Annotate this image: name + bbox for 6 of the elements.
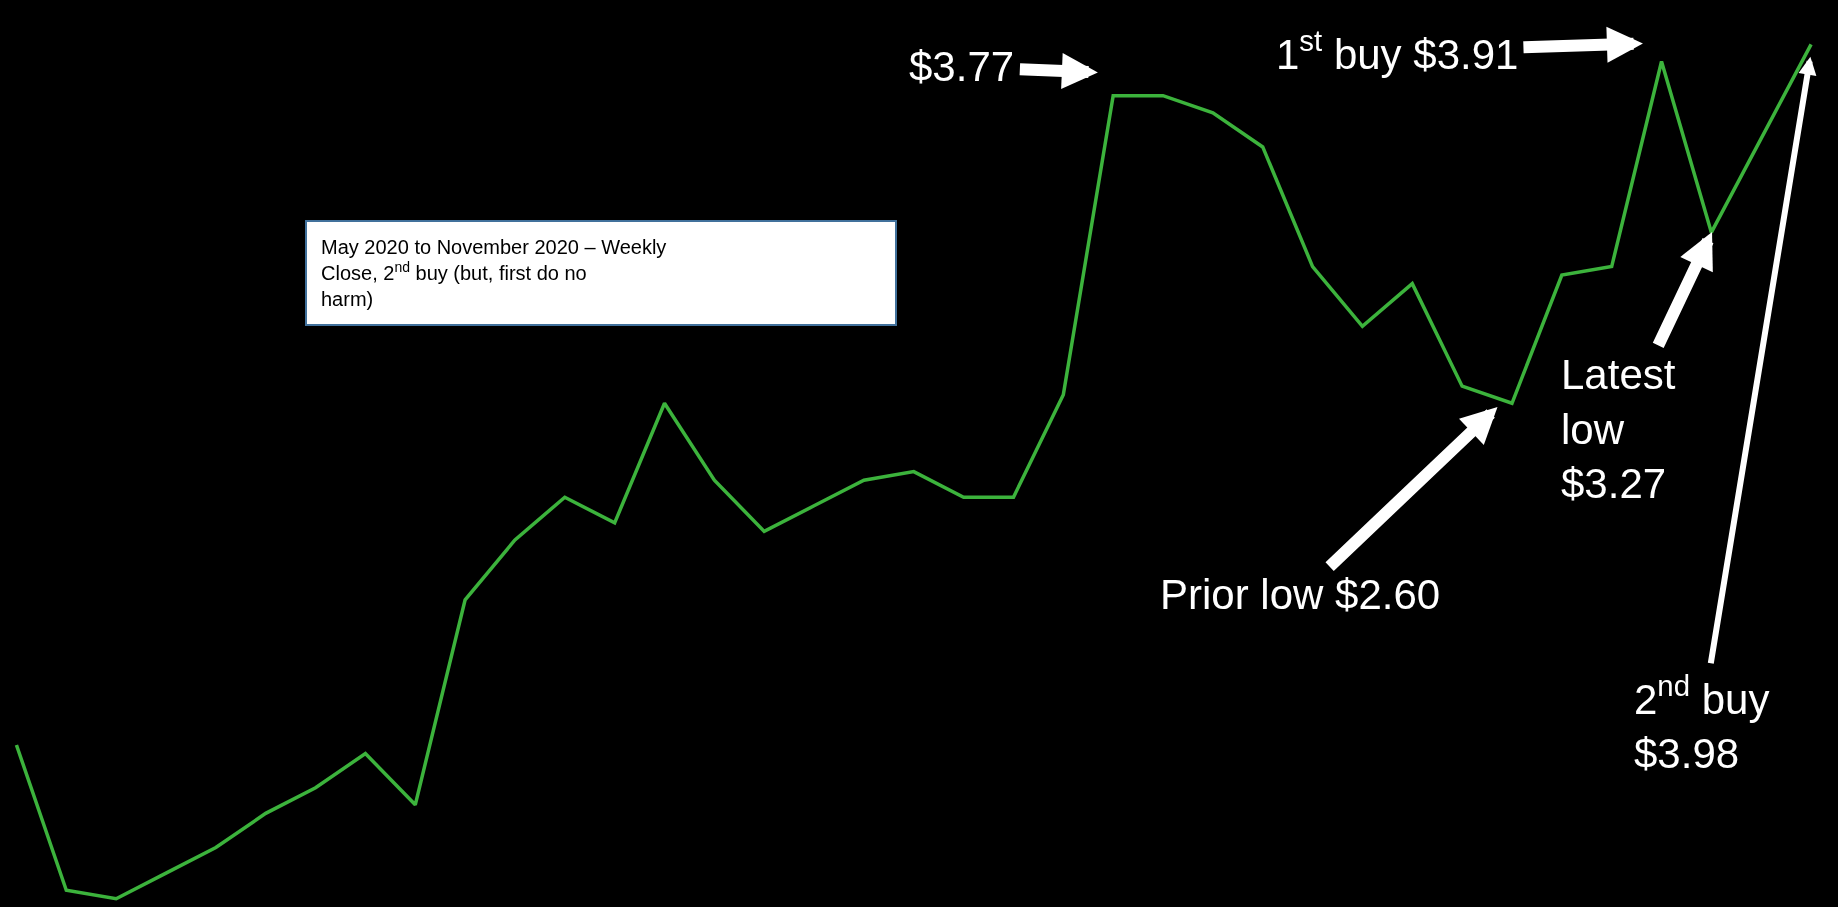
annotation: 2$^{nd}$ buy $3.98 [1634, 669, 1770, 778]
chart-title: May 2020 to November 2020 – Weekly Close, 2$^{nd}$ buy (but, first do no harm) [321, 236, 667, 310]
annotation: Latest low $3.27 [1561, 351, 1676, 508]
annotation: Prior low $2.60 [1160, 571, 1441, 618]
annotation: 1$^{st}$ buy $3.91 [1276, 24, 1519, 78]
annotation: $3.77 [909, 43, 1015, 90]
